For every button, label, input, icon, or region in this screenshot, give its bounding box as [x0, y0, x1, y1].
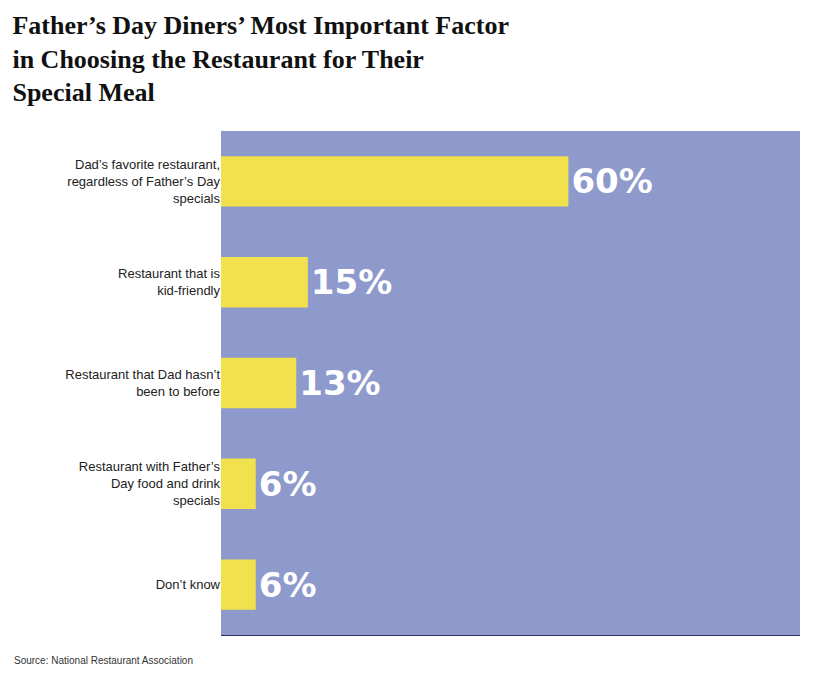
svg-text:60%: 60%	[571, 161, 652, 201]
svg-text:Source: National Restaurant As: Source: National Restaurant Association	[14, 655, 193, 666]
svg-text:13%: 13%	[299, 363, 380, 403]
svg-text:Dad’s favorite restaurant,rega: Dad’s favorite restaurant,regardless of …	[67, 157, 220, 206]
svg-text:Restaurant with Father’sDay fo: Restaurant with Father’sDay food and dri…	[79, 459, 221, 508]
svg-text:Restaurant that iskid-friendly: Restaurant that iskid-friendly	[118, 266, 220, 298]
svg-text:6%: 6%	[259, 464, 317, 504]
svg-text:Restaurant that Dad hasn’tbeen: Restaurant that Dad hasn’tbeen to before	[65, 367, 220, 399]
svg-text:Don’t know: Don’t know	[156, 577, 221, 592]
svg-text:6%: 6%	[259, 565, 317, 605]
svg-text:15%: 15%	[311, 262, 392, 302]
svg-text:Father’s Day Diners’ Most Impo: Father’s Day Diners’ Most Important Fact…	[12, 11, 509, 108]
